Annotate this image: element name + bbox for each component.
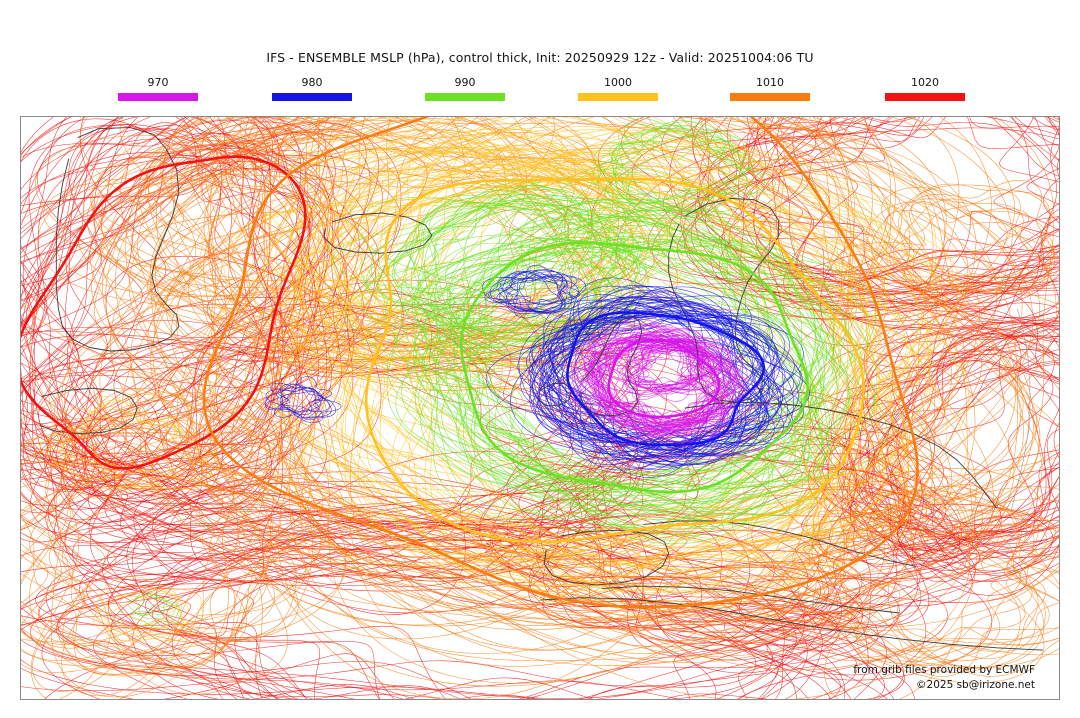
isobar-contour	[93, 596, 183, 641]
legend-item-1020: 1020	[885, 76, 965, 110]
legend-item-1010: 1010	[730, 76, 810, 110]
legend-item-980: 980	[272, 76, 352, 110]
legend-label-970: 970	[118, 76, 198, 89]
map-plot-area: from grib files provided by ECMWF ©2025 …	[20, 116, 1060, 700]
legend-label-990: 990	[425, 76, 505, 89]
legend-item-990: 990	[425, 76, 505, 110]
legend-label-980: 980	[272, 76, 352, 89]
ensemble-member-contours	[21, 117, 1059, 699]
legend-swatch-980	[272, 93, 352, 101]
pressure-legend: 970 980 990 1000 1010 1020	[20, 76, 1060, 110]
spaghetti-contour-canvas	[21, 117, 1059, 699]
legend-swatch-1010	[730, 93, 810, 101]
isobar-contour	[770, 117, 1059, 303]
chart-title: IFS - ENSEMBLE MSLP (hPa), control thick…	[0, 50, 1080, 65]
legend-label-1020: 1020	[885, 76, 965, 89]
legend-swatch-1020	[885, 93, 965, 101]
legend-item-970: 970	[118, 76, 198, 110]
legend-swatch-1000	[578, 93, 658, 101]
legend-label-1010: 1010	[730, 76, 810, 89]
legend-swatch-970	[118, 93, 198, 101]
legend-item-1000: 1000	[578, 76, 658, 110]
legend-label-1000: 1000	[578, 76, 658, 89]
legend-swatch-990	[425, 93, 505, 101]
